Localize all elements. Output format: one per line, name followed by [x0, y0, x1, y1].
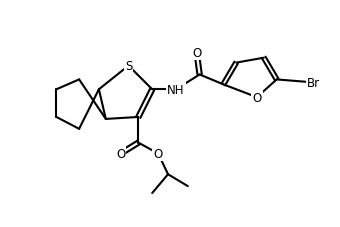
Text: Br: Br	[307, 76, 320, 89]
Text: O: O	[116, 147, 125, 160]
Text: O: O	[154, 147, 163, 160]
Text: S: S	[125, 60, 132, 73]
Text: O: O	[192, 47, 201, 60]
Text: NH: NH	[167, 84, 185, 96]
Text: O: O	[252, 91, 261, 104]
